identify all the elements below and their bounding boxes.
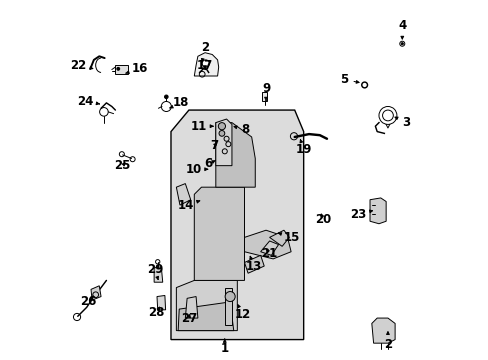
Polygon shape (371, 318, 394, 343)
Text: 19: 19 (295, 140, 311, 156)
Text: 28: 28 (148, 306, 164, 319)
Text: 11: 11 (190, 120, 213, 133)
Polygon shape (185, 297, 198, 318)
Text: 17: 17 (197, 59, 213, 72)
Text: 2: 2 (201, 41, 209, 62)
Text: 15: 15 (278, 231, 300, 244)
Polygon shape (171, 110, 303, 339)
Polygon shape (176, 184, 190, 205)
Polygon shape (215, 123, 255, 187)
Text: 3: 3 (394, 116, 409, 129)
Polygon shape (215, 119, 231, 166)
Text: 16: 16 (126, 62, 147, 75)
Text: 27: 27 (181, 311, 197, 325)
Text: 25: 25 (114, 159, 130, 172)
Text: 21: 21 (261, 247, 277, 260)
Text: 20: 20 (315, 213, 331, 226)
Polygon shape (157, 296, 165, 310)
Circle shape (164, 95, 168, 99)
Polygon shape (244, 230, 290, 259)
Text: 24: 24 (78, 95, 100, 108)
Text: 14: 14 (178, 199, 200, 212)
Text: 7: 7 (209, 139, 218, 152)
Polygon shape (194, 187, 244, 280)
Text: 10: 10 (185, 163, 207, 176)
Text: 18: 18 (169, 96, 189, 109)
Text: 26: 26 (80, 296, 97, 309)
Polygon shape (224, 288, 231, 325)
Circle shape (219, 131, 224, 136)
Bar (115, 65, 128, 74)
Text: 1: 1 (220, 339, 228, 355)
Circle shape (218, 123, 225, 130)
Text: 6: 6 (204, 157, 215, 170)
Text: 13: 13 (245, 256, 261, 273)
Polygon shape (176, 280, 237, 330)
Polygon shape (194, 53, 218, 76)
Polygon shape (91, 286, 101, 300)
Polygon shape (260, 241, 278, 255)
Circle shape (117, 67, 120, 70)
Polygon shape (244, 255, 264, 273)
Text: 22: 22 (70, 59, 93, 72)
Polygon shape (369, 198, 386, 224)
Circle shape (202, 60, 209, 67)
Polygon shape (178, 302, 233, 330)
Circle shape (400, 42, 403, 45)
Text: 29: 29 (146, 263, 163, 279)
Bar (261, 92, 267, 101)
Circle shape (224, 292, 235, 302)
Text: 8: 8 (234, 123, 249, 136)
Text: 5: 5 (340, 73, 358, 86)
Text: 12: 12 (234, 305, 250, 321)
Text: 4: 4 (397, 19, 406, 39)
Polygon shape (154, 267, 163, 282)
Text: 23: 23 (349, 208, 372, 221)
Polygon shape (269, 230, 289, 246)
Text: 9: 9 (262, 82, 269, 101)
Text: 2: 2 (383, 332, 391, 351)
